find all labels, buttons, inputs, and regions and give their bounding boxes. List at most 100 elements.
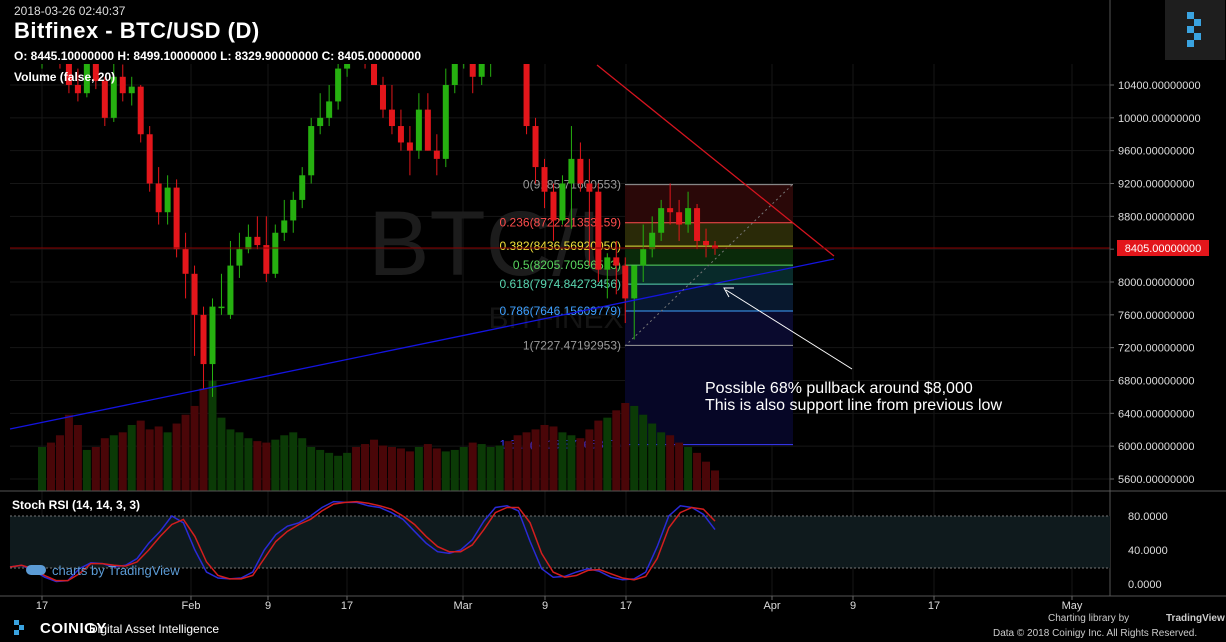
candle-body: [379, 85, 386, 110]
volume-bar: [325, 452, 334, 491]
volume-bar: [603, 417, 612, 491]
stoch-rsi-series: [9, 500, 716, 582]
volume-bar: [82, 449, 91, 491]
volume-bar: [441, 451, 450, 491]
price-axis: 10400.00000000 10000.00000000 9600.0000000…: [1110, 80, 1201, 486]
stoch-rsi-label: Stoch RSI (14, 14, 3, 3): [12, 498, 141, 512]
volume-bar: [594, 420, 603, 491]
stoch-rsi-lines: [9, 500, 716, 583]
candle-body: [388, 109, 395, 127]
volume-bar: [432, 448, 441, 491]
candle-body: [604, 257, 611, 270]
volume-bar: [271, 439, 280, 491]
candle-body: [209, 306, 216, 365]
ohlc-readout: O: 8445.10000000 H: 8499.10000000 L: 832…: [14, 49, 421, 63]
candle-body: [397, 126, 404, 143]
tradingview-link[interactable]: TradingView: [1166, 613, 1225, 624]
volume-bar: [235, 432, 244, 491]
x-tick-label: 17: [620, 600, 632, 612]
candle-body: [371, 64, 378, 85]
candle-body: [146, 134, 153, 184]
volume-bar: [145, 429, 154, 491]
candle-body: [191, 273, 198, 315]
candle-body: [649, 232, 656, 250]
y-tick-label: 8800.00000000: [1118, 211, 1194, 223]
volume-bar: [343, 452, 352, 491]
candle-body: [658, 208, 665, 233]
volume-bar: [513, 435, 522, 491]
candle-body: [173, 187, 180, 250]
candle-body: [667, 208, 674, 213]
candle-body: [101, 80, 108, 118]
y-tick-label: 7600.00000000: [1118, 310, 1194, 322]
fib-zone: [625, 184, 793, 223]
candle-body: [694, 208, 701, 241]
volume-bar: [190, 405, 199, 491]
candle-body: [200, 314, 207, 365]
footer: [0, 610, 1226, 642]
y-tick-label: 8000.00000000: [1118, 277, 1194, 289]
fib-level-label: 0.618(7974.84273456): [500, 277, 621, 291]
fib-level-label: 0.236(8722.21353159): [500, 216, 621, 230]
volume-bar: [675, 442, 684, 491]
candle-body: [532, 126, 539, 168]
volume-bar: [684, 447, 693, 491]
candle-body: [335, 68, 342, 102]
fib-zone: [625, 222, 793, 247]
candle-body: [685, 208, 692, 225]
x-tick-label: May: [1062, 600, 1083, 612]
annotation-arrow-head: [723, 287, 734, 298]
candle-body: [595, 191, 602, 270]
candle-body: [299, 175, 306, 200]
volume-bar: [73, 425, 82, 491]
rsi-band: [10, 516, 1110, 568]
chart-title: Bitfinex - BTC/USD (D): [14, 18, 260, 43]
fib-zone: [625, 284, 793, 312]
volume-bar: [486, 447, 495, 491]
volume-bar: [549, 426, 558, 491]
volume-bar: [396, 448, 405, 491]
volume-bar: [648, 423, 657, 491]
volume-bar: [64, 414, 73, 491]
fib-zone: [625, 311, 793, 346]
fib-trend-line: [624, 183, 794, 347]
candle-body: [622, 265, 629, 299]
support-trendline: [9, 258, 835, 430]
y-tick-label: 10400.00000000: [1118, 80, 1201, 92]
y-tick-label: 9200.00000000: [1118, 179, 1194, 191]
x-tick-label: 9: [850, 600, 856, 612]
tradingview-badge[interactable]: charts by TradingView: [26, 563, 180, 578]
x-tick-label: Mar: [454, 600, 473, 612]
x-tick-label: 17: [928, 600, 940, 612]
volume-bar: [361, 444, 370, 491]
volume-bar: [378, 445, 387, 491]
candle-body: [344, 64, 351, 69]
y-tick-label: 7200.00000000: [1118, 343, 1194, 355]
volume-bars: [38, 381, 719, 491]
volume-bar: [91, 447, 100, 491]
volume-bar: [477, 444, 486, 491]
fib-level-label: 0.5(8205.70596513): [513, 258, 621, 272]
volume-bar: [244, 438, 253, 491]
volume-bar: [38, 447, 46, 491]
volume-bar: [100, 438, 109, 491]
volume-bar: [612, 410, 621, 491]
volume-bar: [217, 417, 226, 491]
candle-body: [218, 306, 225, 309]
candle-body: [415, 109, 422, 151]
rsi-tick-label: 0.0000: [1128, 579, 1162, 591]
volume-bar: [657, 432, 666, 491]
candle-body: [83, 64, 90, 94]
y-tick-label: 6800.00000000: [1118, 376, 1194, 388]
volume-bar: [298, 438, 307, 491]
candle-body: [119, 76, 126, 94]
candle-body: [182, 249, 189, 274]
candle-body: [263, 245, 270, 274]
volume-bar: [567, 435, 576, 491]
candle-body: [640, 249, 647, 266]
volume-bar: [414, 447, 423, 491]
volume-bar: [289, 432, 298, 491]
candle-body: [65, 64, 72, 85]
candle-body: [613, 257, 620, 266]
